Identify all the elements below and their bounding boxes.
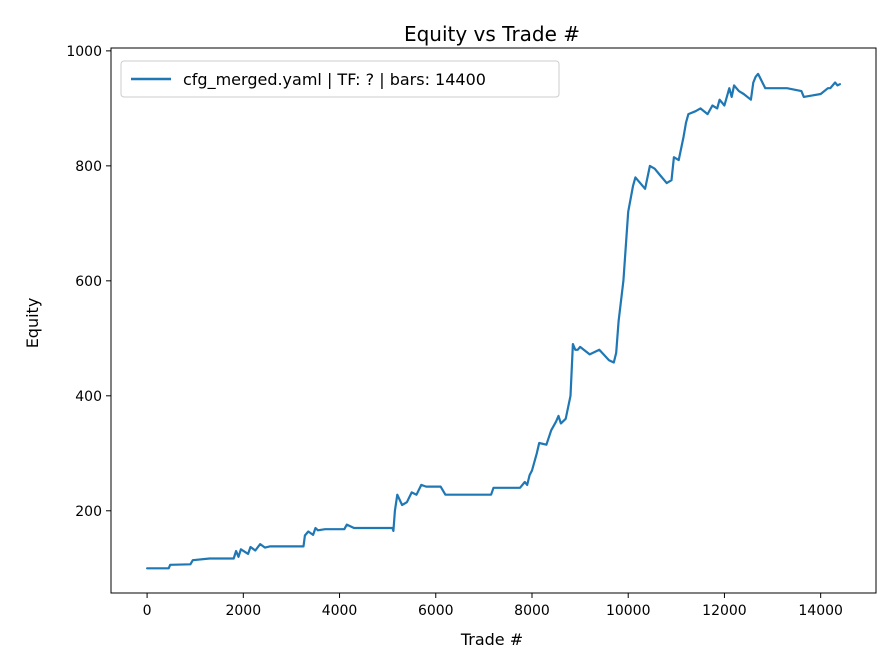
x-tick-label: 8000 xyxy=(514,603,550,619)
y-axis-label: Equity xyxy=(23,298,42,349)
plot-area: 0 2000 4000 6000 8000 10000 12000 14000 200 400 60… xyxy=(66,44,877,619)
y-tick-label: 1000 xyxy=(66,44,102,60)
plot-frame xyxy=(110,47,877,594)
y-tick-label: 400 xyxy=(75,389,102,405)
x-tick-label: 12000 xyxy=(702,603,747,619)
y-tick-label: 200 xyxy=(75,504,102,520)
chart-title: Equity vs Trade # xyxy=(404,22,580,46)
x-tick-label: 10000 xyxy=(606,603,651,619)
legend-box xyxy=(120,60,560,98)
x-tick-label: 0 xyxy=(143,603,152,619)
x-axis-label: Trade # xyxy=(460,630,523,649)
x-tick-label: 4000 xyxy=(322,603,358,619)
y-tick-label: 600 xyxy=(75,274,102,290)
x-tick-label: 2000 xyxy=(225,603,261,619)
legend: cfg_merged.yaml | TF: ? | bars: 14400 xyxy=(120,60,560,98)
x-tick-label: 6000 xyxy=(418,603,454,619)
y-tick-label: 800 xyxy=(75,159,102,175)
legend-label: cfg_merged.yaml | TF: ? | bars: 14400 xyxy=(183,70,486,90)
equity-series-line xyxy=(146,72,842,570)
x-tick-label: 14000 xyxy=(798,603,843,619)
